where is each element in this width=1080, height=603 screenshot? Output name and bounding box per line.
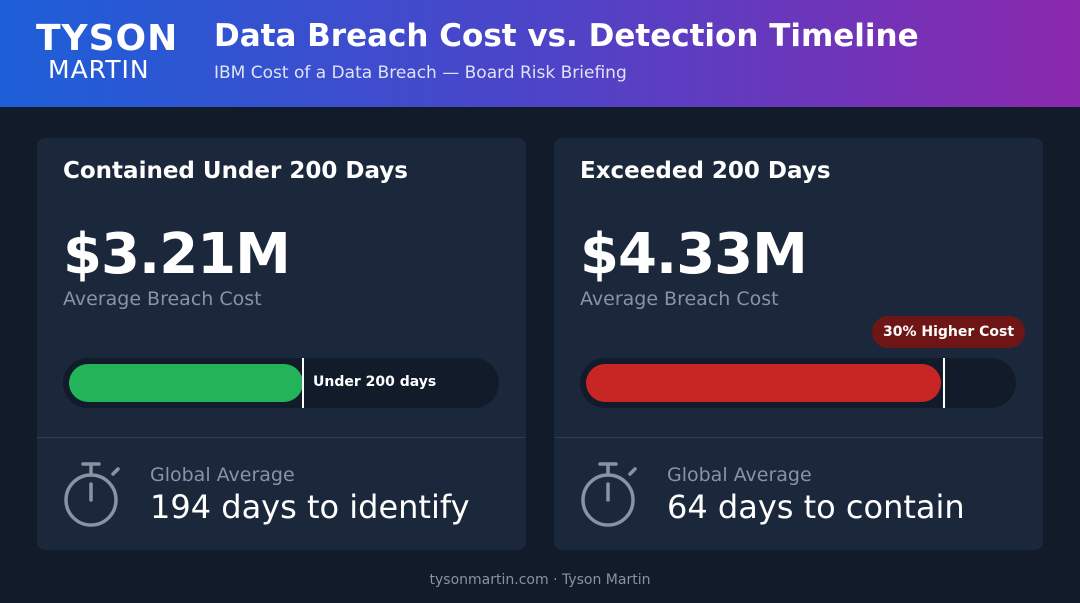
logo: MARTIN xyxy=(48,55,150,84)
title: Data Breach Cost vs. Detection Timeline xyxy=(214,18,919,54)
divider xyxy=(554,437,1043,438)
bar-track: Under 200 days xyxy=(63,358,499,408)
bar-marker xyxy=(943,358,945,408)
card-value: $4.33M xyxy=(580,222,808,287)
bar-marker xyxy=(302,358,304,408)
header: TYSON MARTIN Data Breach Cost vs. Detect… xyxy=(0,0,1080,107)
subtitle: IBM Cost of a Data Breach — Board Risk B… xyxy=(214,63,627,83)
logo: TYSON xyxy=(36,18,179,59)
bar-label: Under 200 days xyxy=(313,374,437,390)
stat-label: Global Average xyxy=(150,464,295,486)
card-value-label: Average Breach Cost xyxy=(580,288,779,310)
bar-track xyxy=(580,358,1016,408)
bar-fill xyxy=(586,364,941,402)
card-title: Exceeded 200 Days xyxy=(580,158,831,184)
footer: tysonmartin.com · Tyson Martin xyxy=(429,572,651,588)
card-value-label: Average Breach Cost xyxy=(63,288,262,310)
card: Contained Under 200 Days $3.21M Average … xyxy=(37,138,526,550)
divider xyxy=(37,437,526,438)
stopwatch-icon xyxy=(581,462,637,527)
stat-label: Global Average xyxy=(667,464,812,486)
stat-text: 64 days to contain xyxy=(667,488,965,526)
stat-text: 194 days to identify xyxy=(150,488,470,526)
card-title: Contained Under 200 Days xyxy=(63,158,408,184)
bar-fill xyxy=(69,364,303,402)
card: Exceeded 200 Days $4.33M Average Breach … xyxy=(554,138,1043,550)
card-value: $3.21M xyxy=(63,222,291,287)
stopwatch-icon xyxy=(64,462,120,527)
badge: 30% Higher Cost xyxy=(872,316,1026,348)
